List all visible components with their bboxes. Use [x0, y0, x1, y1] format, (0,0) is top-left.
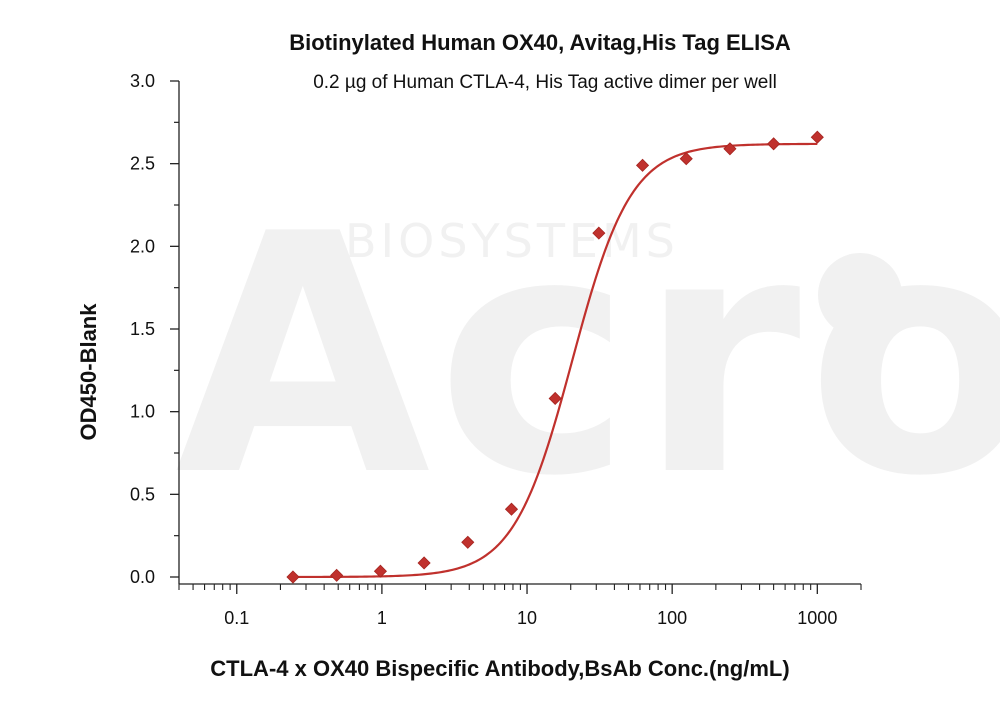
- watermark-dot: [818, 253, 902, 337]
- x-tick-label: 1000: [797, 608, 837, 628]
- y-tick-label: 1.0: [130, 402, 155, 422]
- data-point: [635, 158, 650, 172]
- axes: 0.0 0.5 1.0 1.5 2.0 2.5 3.0 0.1 1 10 100 1000: [130, 71, 862, 628]
- x-tick-label: 10: [517, 608, 537, 628]
- data-point: [417, 556, 431, 570]
- chart-title: Biotinylated Human OX40, Avitag,His Tag …: [289, 30, 791, 55]
- watermark-brand: BIOSYSTEMS: [345, 214, 679, 268]
- x-tick-label: 100: [657, 608, 687, 628]
- y-tick-label: 2.0: [130, 236, 155, 256]
- watermark: Acro BIOSYSTEMS: [175, 164, 1000, 548]
- y-tick-label: 0.5: [130, 484, 155, 504]
- y-tick-label: 1.5: [130, 319, 155, 339]
- x-ticks: 0.1 1 10 100 1000: [178, 584, 862, 628]
- x-tick-label: 1: [377, 608, 387, 628]
- data-point: [810, 130, 824, 144]
- y-tick-label: 3.0: [130, 71, 155, 91]
- y-ticks: 0.0 0.5 1.0 1.5 2.0 2.5 3.0: [130, 71, 179, 587]
- data-point: [767, 137, 781, 151]
- data-point: [548, 391, 562, 406]
- data-point: [373, 564, 387, 578]
- data-markers: [286, 130, 824, 584]
- watermark-logo: Acro: [175, 164, 1000, 548]
- y-tick-label: 2.5: [130, 154, 155, 174]
- data-point: [679, 152, 693, 166]
- x-tick-label: 0.1: [224, 608, 249, 628]
- y-tick-label: 0.0: [130, 567, 155, 587]
- data-point: [723, 142, 737, 156]
- data-point: [461, 535, 475, 549]
- y-axis-title: OD450-Blank: [76, 303, 101, 441]
- chart-subtitle: 0.2 µg of Human CTLA-4, His Tag active d…: [313, 72, 777, 93]
- data-point: [286, 570, 300, 584]
- data-point: [592, 226, 606, 240]
- data-point: [504, 502, 519, 516]
- x-axis-title: CTLA-4 x OX40 Bispecific Antibody,BsAb C…: [210, 656, 789, 681]
- data-point: [330, 568, 344, 582]
